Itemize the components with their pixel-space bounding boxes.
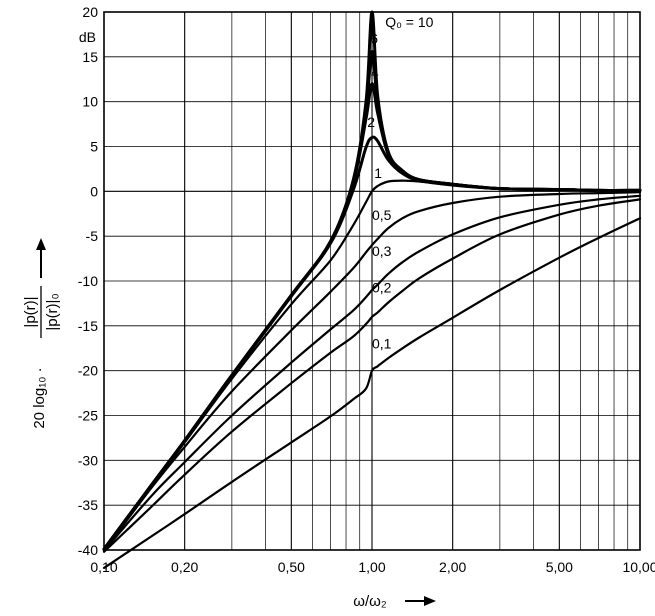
series-label: Q₀ = 10 [385, 14, 433, 30]
y-unit-label: dB [79, 29, 96, 45]
y-axis-title-numerator: |p(r)| [22, 296, 39, 327]
series-label: 0,2 [372, 280, 392, 296]
x-tick-label: 0,20 [171, 559, 198, 575]
plot-frame [103, 11, 641, 551]
x-tick-label: 5,00 [546, 559, 573, 575]
series-label: 1 [374, 165, 382, 181]
series-line [102, 198, 642, 553]
y-tick-label: 15 [82, 49, 98, 65]
curve-labels: Q₀ = 10 6 4 2 1 0,5 0,3 0,2 0,1 [367, 14, 433, 351]
y-tick-label: -20 [78, 363, 98, 379]
series-line [102, 179, 642, 552]
y-tick-label: -35 [78, 497, 98, 513]
x-tick-label: 2,00 [439, 559, 466, 575]
series-label: 6 [370, 30, 378, 46]
y-tick-label: -30 [78, 452, 98, 468]
x-axis-arrowhead [424, 596, 436, 606]
y-tick-label: -15 [78, 318, 98, 334]
series-line [102, 194, 642, 552]
series-label: 0,3 [372, 243, 392, 259]
y-tick-label: 20 [82, 4, 98, 20]
series-label: 2 [367, 114, 375, 130]
tick-labels: 0,10 0,20 0,50 1,00 2,00 5,00 10,00 20 15 10 5 0 -5 -… [78, 4, 655, 575]
series-label: 0,1 [372, 335, 392, 351]
x-tick-label: 10,00 [622, 559, 655, 575]
y-tick-label: -25 [78, 408, 98, 424]
y-tick-label: 10 [82, 94, 98, 110]
y-axis-title: 20 log₁₀ · |p(r)| |p(r)|₀ [22, 238, 61, 429]
series-line [102, 191, 642, 552]
y-tick-label: -5 [86, 228, 99, 244]
x-axis-title: ω/ω₂ [353, 593, 387, 610]
y-axis-title-denominator: |p(r)|₀ [44, 293, 61, 330]
y-tick-label: 5 [90, 139, 98, 155]
series-line [102, 217, 642, 569]
y-axis-title-prefix: 20 log₁₀ · [31, 367, 48, 428]
y-axis-arrowhead [36, 238, 46, 250]
y-tick-label: 0 [90, 183, 98, 199]
x-tick-label: 0,50 [278, 559, 305, 575]
series-label: 4 [371, 64, 379, 80]
y-tick-label: -40 [78, 542, 98, 558]
x-tick-label: 1,00 [358, 559, 385, 575]
series-label: 0,5 [372, 207, 392, 223]
y-tick-label: -10 [78, 273, 98, 289]
x-tick-label: 0,10 [90, 559, 117, 575]
